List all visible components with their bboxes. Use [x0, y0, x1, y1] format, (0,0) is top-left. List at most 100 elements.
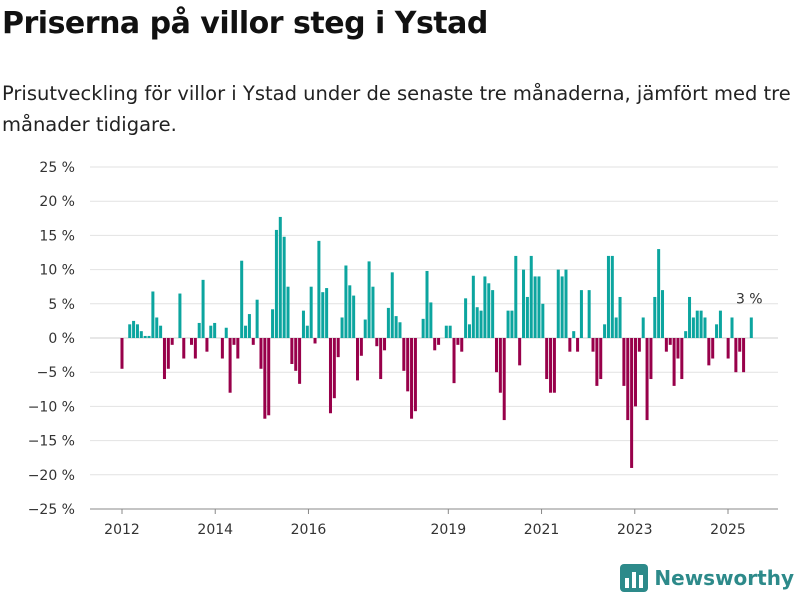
bar: [676, 338, 680, 359]
bar: [166, 338, 170, 369]
bar: [278, 216, 282, 338]
bar: [448, 325, 452, 338]
bar: [301, 310, 305, 338]
bar: [220, 338, 224, 359]
bar: [541, 303, 545, 338]
bar: [637, 338, 641, 352]
bar: [336, 338, 340, 358]
bar: [564, 269, 568, 338]
bar: [626, 338, 630, 421]
bar: [259, 338, 263, 369]
bar: [236, 338, 240, 359]
bar: [622, 338, 626, 386]
bar: [726, 338, 730, 359]
bar: [313, 338, 317, 344]
x-tick-label: 2023: [617, 522, 653, 538]
bar: [691, 317, 695, 338]
bar: [537, 276, 541, 338]
bar: [201, 279, 205, 338]
bar: [576, 338, 580, 352]
bar: [290, 338, 294, 364]
bar: [529, 255, 533, 338]
bar: [549, 338, 553, 393]
bar: [178, 293, 182, 338]
y-axis-ticks: 25 % 20 % 15 % 10 % 5 % 0 % −5 % −10 % −15 % −20 …: [28, 160, 75, 518]
bar: [653, 296, 657, 338]
bars: [120, 216, 753, 468]
bar: [456, 338, 460, 345]
bar: [587, 290, 591, 338]
bar: [398, 322, 402, 338]
bar: [155, 317, 159, 338]
bar-chart-logo-icon: [620, 564, 649, 592]
x-tick-label: 2014: [197, 522, 233, 538]
bar: [205, 338, 209, 352]
y-tick-label: 20 %: [39, 194, 75, 210]
bar: [510, 310, 514, 338]
bar: [251, 338, 255, 345]
bar: [240, 260, 244, 338]
bar: [197, 322, 201, 338]
y-tick-label: −20 %: [28, 468, 75, 484]
x-axis-ticks: 2012 2014 2016 2019 2021 2023 2025: [104, 509, 746, 538]
y-tick-label: 25 %: [39, 160, 75, 176]
bar: [568, 338, 572, 352]
bar: [309, 286, 313, 338]
bar: [606, 255, 610, 338]
bar: [255, 299, 259, 338]
bar: [464, 298, 468, 338]
bar: [294, 338, 298, 371]
bar: [413, 338, 417, 412]
bar: [498, 338, 502, 393]
bar: [479, 310, 483, 338]
bar: [356, 338, 360, 381]
bar: [572, 331, 576, 338]
bar: [162, 338, 166, 380]
bar: [664, 338, 668, 352]
bar: [460, 338, 464, 352]
bar: [649, 338, 653, 380]
bar: [684, 331, 688, 338]
y-tick-label: 10 %: [39, 263, 75, 279]
bar: [518, 338, 522, 366]
bar: [680, 338, 684, 380]
bar: [618, 296, 622, 338]
y-tick-label: −5 %: [37, 365, 75, 381]
bar: [340, 317, 344, 338]
bar: [390, 272, 394, 338]
bar: [147, 335, 151, 338]
bar: [711, 338, 715, 359]
bar: [274, 229, 278, 338]
bar: [614, 317, 618, 338]
bar: [406, 338, 410, 392]
bar: [359, 338, 363, 356]
bar: [182, 338, 186, 359]
bar: [742, 338, 746, 373]
bar: [263, 338, 267, 419]
bar: [641, 317, 645, 338]
bar: [560, 276, 564, 338]
bar: [232, 338, 236, 345]
bar: [410, 338, 414, 419]
bar: [267, 338, 271, 416]
bar: [421, 318, 425, 338]
bar: [386, 307, 390, 338]
y-tick-label: −25 %: [28, 502, 75, 518]
bar: [375, 338, 379, 347]
bar: [657, 249, 661, 338]
bar: [282, 236, 286, 338]
x-tick-label: 2016: [291, 522, 327, 538]
bar: [475, 307, 479, 338]
bar: [247, 314, 251, 338]
bar: [633, 338, 637, 407]
bar: [603, 324, 607, 338]
bar: [514, 255, 518, 338]
bar: [525, 296, 529, 338]
bar: [556, 269, 560, 338]
bar: [271, 309, 275, 338]
bar: [672, 338, 676, 386]
bar: [286, 286, 290, 338]
bar: [394, 316, 398, 338]
bar: [224, 327, 228, 338]
bar: [429, 302, 433, 338]
